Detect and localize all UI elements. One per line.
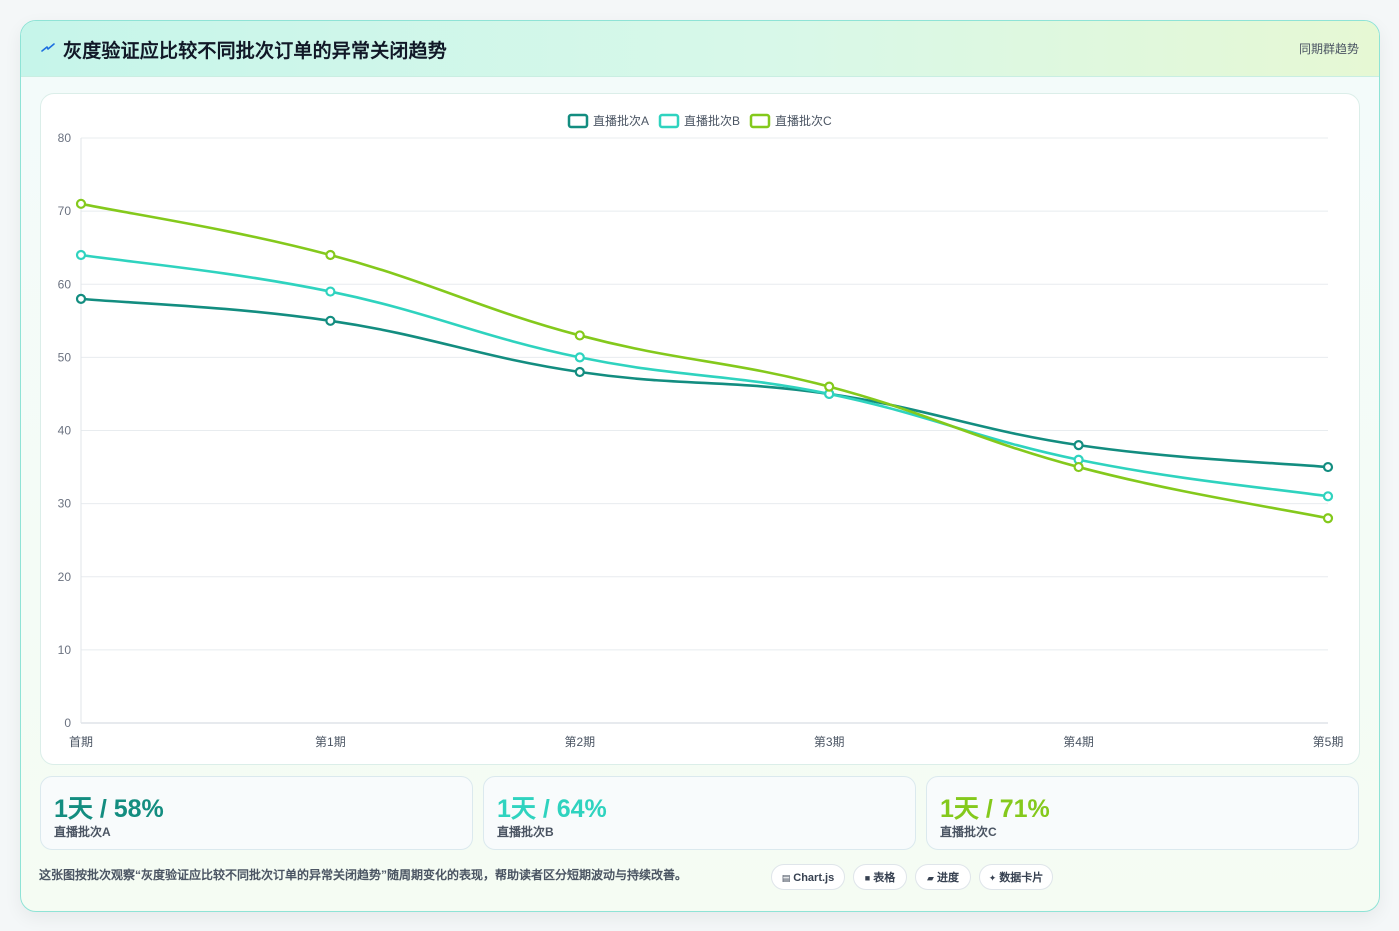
pill-progress[interactable]: ▰ 进度 <box>915 864 971 890</box>
series-line <box>79 253 1330 498</box>
series-line <box>79 297 1330 469</box>
x-tick-label: 第3期 <box>814 735 845 749</box>
pill-label: 表格 <box>873 872 896 884</box>
y-tick-label: 40 <box>58 424 72 438</box>
card-icon: ✦ <box>988 873 997 883</box>
y-tick-label: 30 <box>58 497 72 511</box>
series-line <box>79 202 1330 520</box>
y-tick-label: 20 <box>58 570 72 584</box>
legend-swatch <box>658 113 680 129</box>
legend-label: 直播批次A <box>593 113 649 128</box>
y-tick-label: 80 <box>58 131 72 145</box>
data-point <box>1322 461 1334 473</box>
page-title: 灰度验证应比较不同批次订单的异常关闭趋势 <box>63 41 448 62</box>
data-point <box>1073 461 1084 473</box>
stat-label: 直播批次A <box>54 825 111 839</box>
data-point <box>75 293 87 304</box>
stat-label: 直播批次C <box>940 825 997 839</box>
stat-value: 1天 / 64% <box>497 795 607 823</box>
table-icon: ■ <box>864 873 871 883</box>
data-point <box>325 315 336 326</box>
data-point <box>574 366 585 378</box>
data-point <box>1322 491 1334 502</box>
chart-panel: 0 10 20 30 40 50 60 70 80 首期 第1期 第2期 第3期 第4期 第5期 直播批次A 直… <box>40 93 1360 765</box>
line-chart: 0 10 20 30 40 50 60 70 80 首期 第1期 第2期 第3期 第4期 第5期 直播批次A 直… <box>58 113 1344 749</box>
card-header: 灰度验证应比较不同批次订单的异常关闭趋势 同期群趋势 <box>21 21 1379 77</box>
chart-icon: ▤ <box>781 873 791 883</box>
legend-swatch <box>567 113 589 129</box>
y-tick-label: 10 <box>58 643 72 657</box>
progress-icon: ▰ <box>927 873 934 883</box>
x-tick-label: 第4期 <box>1063 735 1094 749</box>
cohort-tag: 同期群趋势 <box>1298 42 1359 56</box>
y-tick-label: 50 <box>58 350 72 364</box>
data-point <box>824 381 835 392</box>
data-point <box>574 330 585 341</box>
y-tick-label: 60 <box>58 277 72 291</box>
pill-data-card[interactable]: ✦ 数据卡片 <box>979 864 1053 890</box>
stat-card-b: 1天 / 64% 直播批次B <box>483 776 916 850</box>
stat-card-c: 1天 / 71% 直播批次C <box>926 776 1359 850</box>
y-tick-label: 70 <box>58 204 72 218</box>
footer-note: 这张图按批次观察“灰度验证应比较不同批次订单的异常关闭趋势”随周期变化的表现，帮… <box>39 868 688 882</box>
data-point <box>574 352 585 363</box>
stat-value: 1天 / 58% <box>54 795 164 823</box>
pill-label: Chart.js <box>793 872 835 884</box>
spark-icon <box>41 43 55 52</box>
stat-value: 1天 / 71% <box>940 795 1050 823</box>
stat-card-a: 1天 / 58% 直播批次A <box>40 776 473 850</box>
pill-label: 数据卡片 <box>999 872 1044 884</box>
legend-label: 直播批次B <box>684 113 740 128</box>
data-point <box>75 249 87 261</box>
data-point <box>1073 440 1084 451</box>
data-point <box>325 286 336 297</box>
x-tick-label: 第5期 <box>1313 735 1344 749</box>
stat-label: 直播批次B <box>497 825 554 839</box>
data-point <box>325 249 336 261</box>
x-tick-label: 第2期 <box>564 735 595 749</box>
data-point <box>1322 513 1334 524</box>
y-tick-label: 0 <box>64 716 71 730</box>
pill-chartjs[interactable]: ▤ Chart.js <box>771 864 845 890</box>
pill-label: 进度 <box>936 872 959 884</box>
pill-table[interactable]: ■ 表格 <box>853 864 907 890</box>
x-tick-label: 首期 <box>69 735 93 749</box>
x-tick-label: 第1期 <box>315 735 346 749</box>
legend-swatch <box>749 113 771 129</box>
data-point <box>75 198 87 209</box>
chart-card: 灰度验证应比较不同批次订单的异常关闭趋势 同期群趋势 0 10 20 30 40 50 60… <box>20 20 1380 912</box>
legend-label: 直播批次C <box>775 113 832 128</box>
